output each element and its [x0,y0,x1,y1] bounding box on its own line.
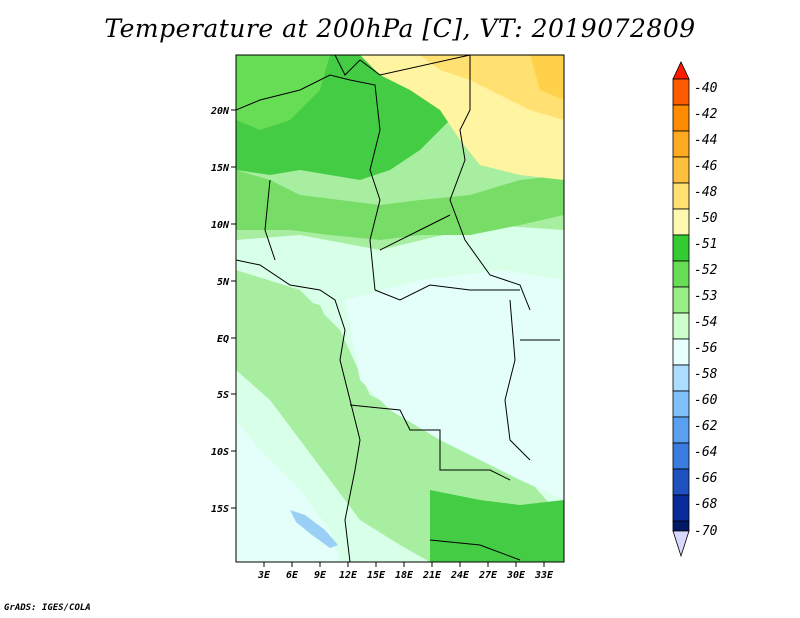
colorbar-segment [672,520,690,532]
colorbar-bottom-arrow [672,530,690,558]
lon-label: 24E [450,570,470,581]
chart-title: Temperature at 200hPa [C], VT: 201907280… [104,14,696,43]
lon-label: 27E [478,570,498,581]
colorbar-segment [672,130,690,158]
colorbar-segment [672,390,690,418]
colorbar-segment [672,468,690,496]
colorbar-segment [672,260,690,288]
colorbar-label: -44 [694,133,717,148]
colorbar-label: -60 [694,393,718,408]
colorbar-segment [672,442,690,470]
colorbar-label: -46 [694,159,718,174]
colorbar-label: -51 [694,237,717,252]
colorbar-label: -70 [694,524,718,539]
colorbar-label: -66 [694,471,718,486]
field-56-patch [290,510,338,548]
lat-label: 15N [211,163,230,174]
lon-label: 18E [395,570,414,581]
colorbar-label: -50 [694,211,718,226]
lon-label: 15E [367,570,386,581]
lat-label: 20N [210,106,230,117]
colorbar-segment [672,312,690,340]
colorbar-label: -58 [694,367,718,382]
lon-label: 9E [314,570,327,581]
colorbar-segment [672,286,690,314]
colorbar-label: -62 [694,419,718,434]
colorbar-label: -53 [694,289,717,304]
colorbar-segment [672,338,690,366]
colorbar-label: -54 [694,315,717,330]
colorbar-label: -42 [694,107,718,122]
temperature-field [236,55,564,562]
colorbar-label: -68 [694,497,718,512]
lon-axis: 3E 6E 9E 12E 15E 18E 21E 24E 27E 30E 33E [257,562,554,581]
colorbar-segment [672,364,690,392]
colorbar-top-arrow [672,61,690,80]
lon-label: 3E [257,570,271,581]
colorbar-segment [672,416,690,444]
colorbar-segment [672,494,690,522]
map-frame [235,54,565,563]
colorbar-segment [672,104,690,132]
lat-label: 5S [217,390,229,401]
lon-label: 21E [422,570,442,581]
colorbar-segment [672,182,690,210]
lat-label: EQ [217,334,229,345]
field-48-corner [530,55,564,100]
lat-label: 10S [211,447,229,458]
colorbar-segment [672,234,690,262]
colorbar-label: -64 [694,445,717,460]
colorbar-label: -48 [694,185,718,200]
lat-axis: 20N 15N 10N 5N EQ 5S 10S 15S [210,106,236,515]
colorbar-label: -56 [694,341,718,356]
field-50-northeast [420,55,564,120]
colorbar-label: -40 [694,81,718,96]
country-borders [236,55,560,562]
field-54-core [345,270,564,500]
colorbar-segment [672,78,690,106]
lat-label: 10N [211,220,230,231]
colorbar: -40 -42 -44 -46 -48 -50 -51 -52 -53 -54 … [672,61,718,558]
field-53-northwest [236,55,330,130]
lon-label: 6E [286,570,299,581]
lon-label: 30E [506,570,526,581]
lat-label: 5N [217,277,230,288]
colorbar-segment [672,156,690,184]
colorbar-label: -52 [694,263,718,278]
colorbar-segment [672,208,690,236]
lon-label: 12E [339,570,358,581]
field-53-north [236,170,564,240]
field-52-south [430,490,564,562]
credit-text: GrADS: IGES/COLA [4,603,91,613]
lon-label: 33E [534,570,554,581]
lat-label: 15S [211,504,229,515]
